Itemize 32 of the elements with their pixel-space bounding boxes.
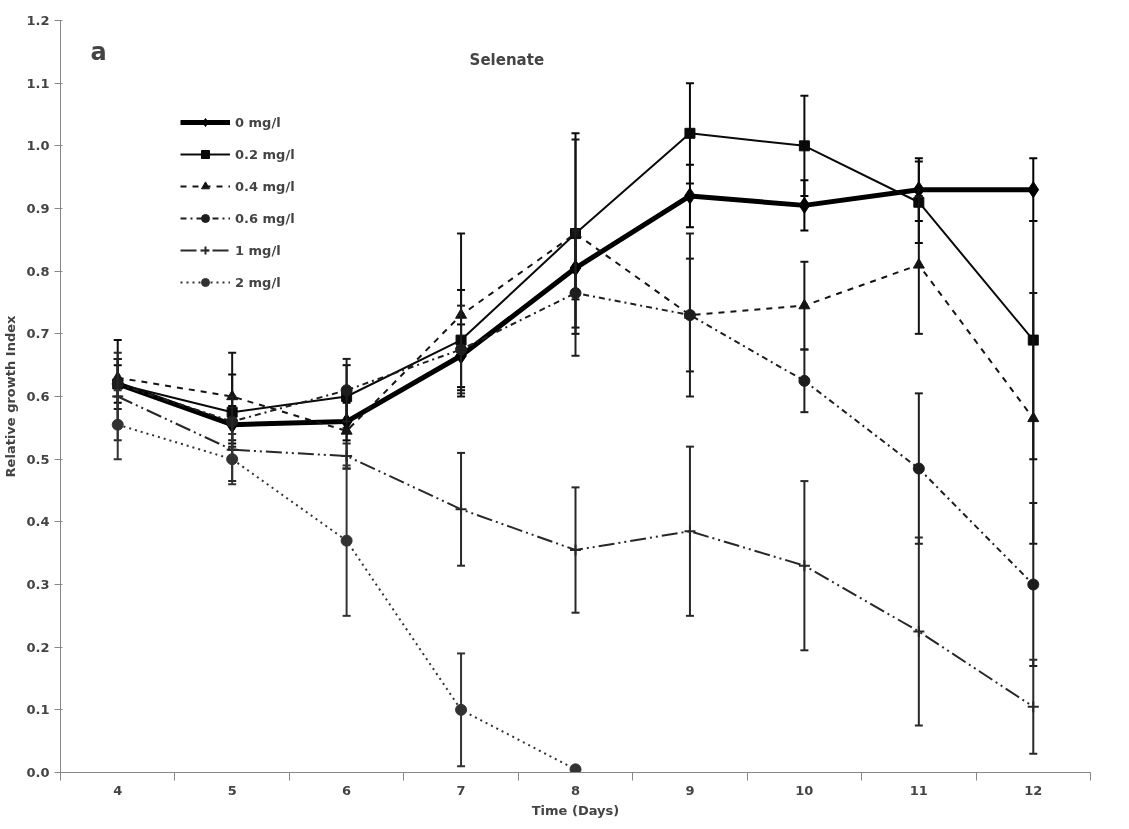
x-tick-label: 6 [342, 782, 352, 798]
legend-label: 2 mg/l [235, 274, 281, 290]
y-tick-label: 1.1 [26, 75, 50, 91]
y-tick-label: 0.9 [26, 201, 50, 216]
legend-label: 0 mg/l [235, 114, 281, 130]
x-tick-label: 8 [570, 782, 581, 798]
legend-label: 0.6 mg/l [235, 210, 295, 226]
y-tick-label: 0.1 [26, 702, 50, 718]
y-tick-label: 0.5 [26, 451, 50, 467]
x-tick-label: 12 [1024, 782, 1043, 798]
annotation: a [90, 37, 107, 66]
y-tick-label: 1.2 [26, 13, 50, 28]
y-tick-label: 1.0 [26, 138, 50, 154]
text: Selenate [469, 50, 545, 69]
x-axis-title: Time (Days) [531, 802, 620, 818]
y-tick-label: 0.4 [26, 514, 50, 530]
y-tick-label: 0.0 [26, 765, 50, 780]
legend-label: 1 mg/l [235, 242, 281, 258]
x-tick-label: 9 [685, 782, 695, 798]
y-tick-label: 0.7 [26, 326, 50, 342]
x-tick-label: 10 [795, 782, 814, 798]
y-tick-label: 0.8 [26, 263, 50, 279]
x-tick-label: 5 [227, 782, 237, 798]
y-axis-title: Relative growth Index [3, 314, 19, 478]
legend-label: 0.2 mg/l [235, 146, 295, 162]
x-tick-label: 4 [113, 782, 123, 798]
y-tick-label: 0.3 [26, 577, 50, 592]
legend-label: 0.4 mg/l [235, 178, 295, 194]
x-tick-label: 11 [909, 782, 928, 798]
y-tick-label: 0.6 [26, 389, 50, 404]
x-tick-label: 7 [456, 782, 466, 798]
y-tick-label: 0.2 [26, 639, 50, 655]
